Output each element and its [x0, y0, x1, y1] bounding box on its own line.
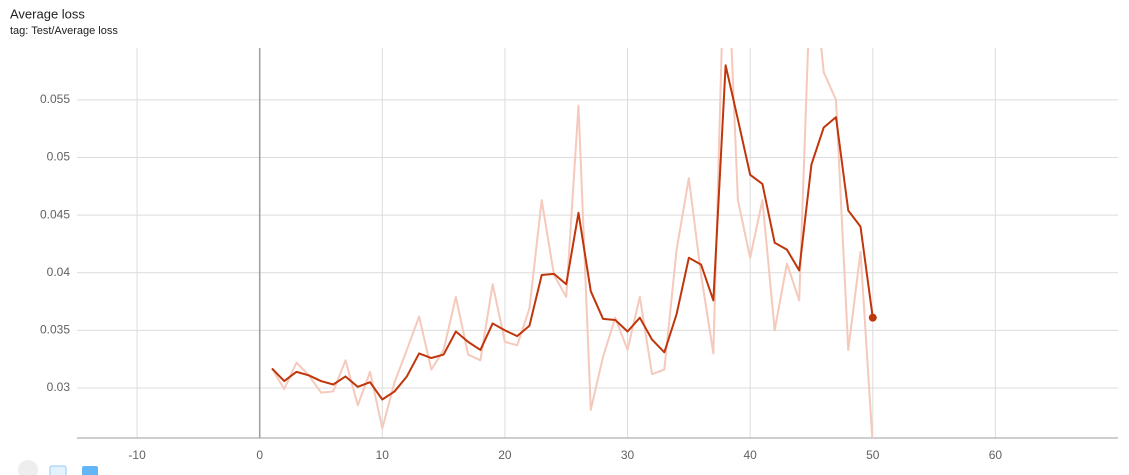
y-tick-label: 0.045 [40, 207, 70, 221]
x-tick-label: 20 [498, 448, 512, 462]
x-tick-label: 50 [866, 448, 880, 462]
series-line [271, 48, 874, 438]
x-tick-label: 60 [989, 448, 1003, 462]
x-tick-label: 40 [743, 448, 757, 462]
chart-subtitle: tag: Test/Average loss [10, 25, 118, 37]
x-tick-label: 10 [376, 448, 390, 462]
y-tick-label: 0.05 [47, 150, 71, 164]
series-line [271, 64, 874, 401]
icon[interactable] [18, 460, 38, 475]
y-tick-label: 0.035 [40, 323, 70, 337]
y-tick-label: 0.03 [47, 380, 71, 394]
x-tick-label: 0 [256, 448, 263, 462]
icon[interactable] [49, 465, 67, 475]
y-tick-label: 0.055 [40, 92, 70, 106]
last-point [868, 313, 877, 322]
x-tick-label: -10 [128, 448, 146, 462]
y-tick-label: 0.04 [47, 265, 71, 279]
icon[interactable] [82, 466, 98, 475]
x-tick-label: 30 [621, 448, 635, 462]
chart-title: Average loss [10, 6, 85, 21]
